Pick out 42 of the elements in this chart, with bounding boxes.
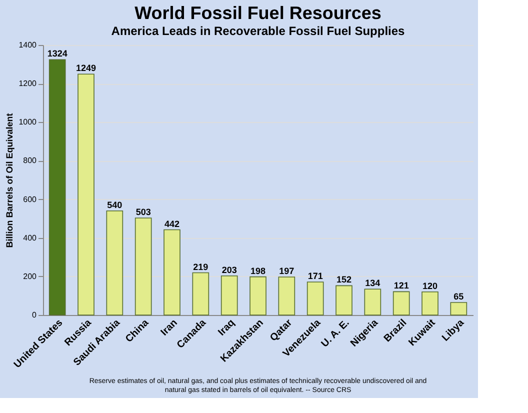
- chart-subtitle: America Leads in Recoverable Fossil Fuel Supplies: [111, 24, 406, 38]
- data-label: 152: [336, 274, 352, 285]
- y-axis-title: Billion Barrels of Oil Equivalent: [4, 113, 15, 248]
- y-tick-label: 200: [23, 272, 38, 281]
- x-tick-label: Iran: [159, 318, 180, 338]
- data-label: 171: [308, 271, 323, 282]
- y-tick-label: 600: [23, 194, 38, 204]
- bar: [164, 229, 180, 316]
- bar: [306, 282, 324, 316]
- data-label: 65: [454, 291, 464, 302]
- y-tick-label: 1200: [18, 79, 38, 88]
- data-label: 120: [422, 280, 438, 291]
- y-tick-label: 1000: [18, 118, 38, 127]
- data-label: 219: [193, 262, 208, 272]
- data-label: 134: [365, 278, 380, 288]
- bar: [422, 291, 438, 316]
- bar: [278, 276, 296, 316]
- data-label: 203: [222, 264, 237, 275]
- bar: [78, 74, 94, 316]
- data-label: 198: [250, 266, 266, 276]
- data-label: 503: [136, 206, 151, 217]
- y-tick-label: 0: [32, 310, 38, 320]
- bar: [106, 210, 124, 316]
- bar: [364, 288, 382, 316]
- y-tick-label: 800: [23, 156, 38, 166]
- data-label: 197: [279, 266, 294, 276]
- y-tick-label: 1400: [18, 40, 38, 50]
- bar: [192, 272, 210, 316]
- bar: [250, 276, 266, 316]
- data-label: 121: [394, 280, 409, 291]
- bar: [450, 302, 468, 316]
- data-label: 1249: [76, 63, 96, 74]
- y-tick-label: 400: [23, 233, 38, 242]
- bar: [336, 285, 352, 316]
- data-label: 442: [164, 218, 180, 229]
- bar: [392, 291, 410, 316]
- bar: [48, 59, 66, 316]
- chart-title: World Fossil Fuel Resources: [134, 3, 382, 23]
- data-label: 540: [107, 200, 122, 210]
- data-label: 1324: [47, 48, 68, 59]
- bar: [134, 218, 152, 316]
- bar: [220, 275, 238, 316]
